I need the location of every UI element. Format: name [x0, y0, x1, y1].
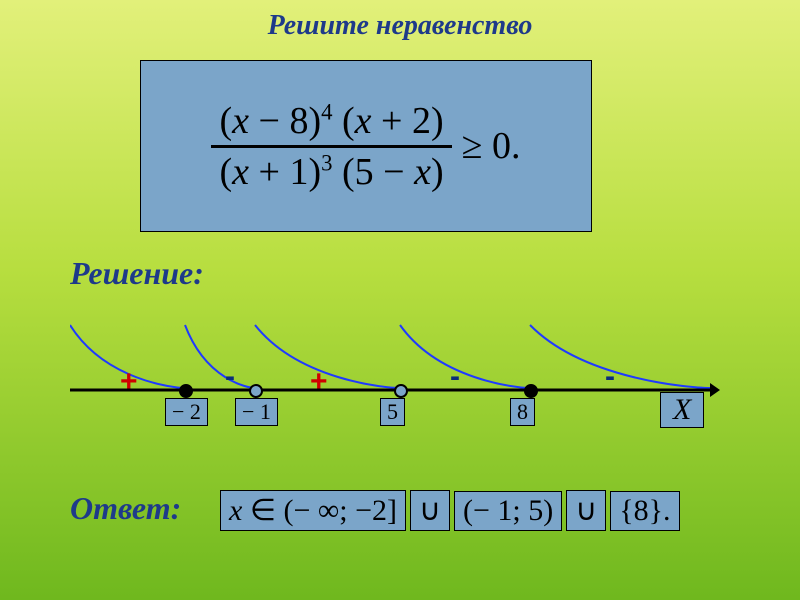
answer-row: x ∈ (− ∞; −2] ∪ (− 1; 5) ∪ {8}.: [220, 490, 680, 531]
number-line-svg: [70, 310, 730, 450]
number-line: X +-+--− 2− 158: [70, 310, 730, 450]
inequality-expression: (x − 8)4 (x + 2) (x + 1)3 (5 − x) ≥ 0.: [211, 97, 520, 196]
answer-label: Ответ:: [70, 490, 181, 527]
denominator: (x + 1)3 (5 − x): [211, 148, 451, 196]
slide: Решите неравенство (x − 8)4 (x + 2) (x +…: [0, 0, 800, 600]
plus-sign: +: [310, 365, 328, 399]
page-title: Решите неравенство: [0, 10, 800, 42]
minus-sign: -: [605, 360, 615, 394]
minus-sign: -: [225, 360, 235, 394]
closed-point: [524, 384, 538, 398]
fraction: (x − 8)4 (x + 2) (x + 1)3 (5 − x): [211, 97, 451, 196]
numerator: (x − 8)4 (x + 2): [211, 97, 451, 145]
x-axis-label: X: [660, 392, 704, 428]
tick-label: − 1: [235, 398, 278, 426]
plus-sign: +: [120, 365, 138, 399]
solution-label: Решение:: [70, 255, 204, 292]
open-point: [394, 384, 408, 398]
answer-part: {8}.: [610, 491, 679, 531]
answer-part: ∪: [566, 490, 606, 531]
closed-point: [179, 384, 193, 398]
minus-sign: -: [450, 360, 460, 394]
answer-part: ∪: [410, 490, 450, 531]
answer-part: (− 1; 5): [454, 491, 562, 531]
inequality-box: (x − 8)4 (x + 2) (x + 1)3 (5 − x) ≥ 0.: [140, 60, 592, 232]
tick-label: − 2: [165, 398, 208, 426]
tick-label: 5: [380, 398, 405, 426]
tick-label: 8: [510, 398, 535, 426]
rhs: ≥ 0.: [462, 124, 521, 168]
open-point: [249, 384, 263, 398]
answer-part: x ∈ (− ∞; −2]: [220, 490, 406, 531]
